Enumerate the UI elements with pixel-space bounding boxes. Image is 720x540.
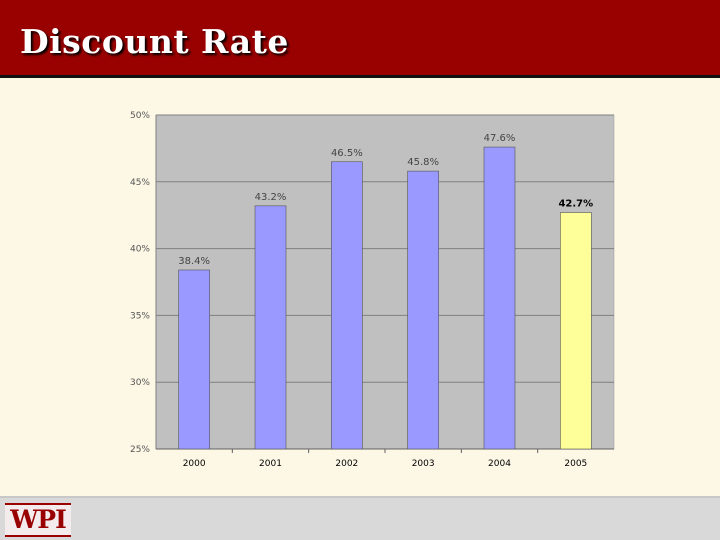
y-tick-label: 50% — [130, 111, 150, 121]
footer-bar — [0, 498, 720, 540]
wpi-logo-text: WPI — [10, 505, 67, 534]
title-bar — [0, 0, 720, 75]
data-label: 38.4% — [178, 256, 210, 267]
y-tick-label: 40% — [130, 245, 150, 255]
y-tick-label: 30% — [130, 378, 150, 388]
title-bar-rule — [0, 75, 720, 78]
discount-rate-bar-chart: 25% 30% 35% 40% 45% 50% 38.4% 2000 43.2% 2001 46.5… — [130, 111, 615, 469]
x-tick-label: 2000 — [183, 459, 206, 469]
footer-rule — [0, 496, 720, 498]
bar — [483, 146, 516, 450]
x-tick-label: 2003 — [412, 459, 435, 469]
wpi-logo: WPI — [5, 503, 71, 537]
data-label: 47.6% — [484, 133, 516, 144]
x-tick-label: 2004 — [488, 459, 511, 469]
bar — [254, 205, 287, 450]
bar — [407, 170, 439, 450]
bar — [560, 212, 592, 450]
data-label: 45.8% — [407, 157, 439, 168]
data-label: 42.7% — [558, 199, 593, 210]
bar — [178, 269, 210, 450]
x-tick-label: 2005 — [564, 459, 587, 469]
data-label: 46.5% — [331, 148, 363, 159]
y-tick-label: 25% — [130, 445, 150, 455]
data-label: 43.2% — [255, 192, 287, 203]
slide-title: Discount Rate — [20, 22, 289, 61]
x-tick-label: 2002 — [335, 459, 358, 469]
y-tick-label: 35% — [130, 311, 150, 321]
y-tick-label: 45% — [130, 178, 150, 188]
x-tick-label: 2001 — [259, 459, 282, 469]
bar — [331, 161, 363, 450]
plot-area — [155, 114, 615, 450]
